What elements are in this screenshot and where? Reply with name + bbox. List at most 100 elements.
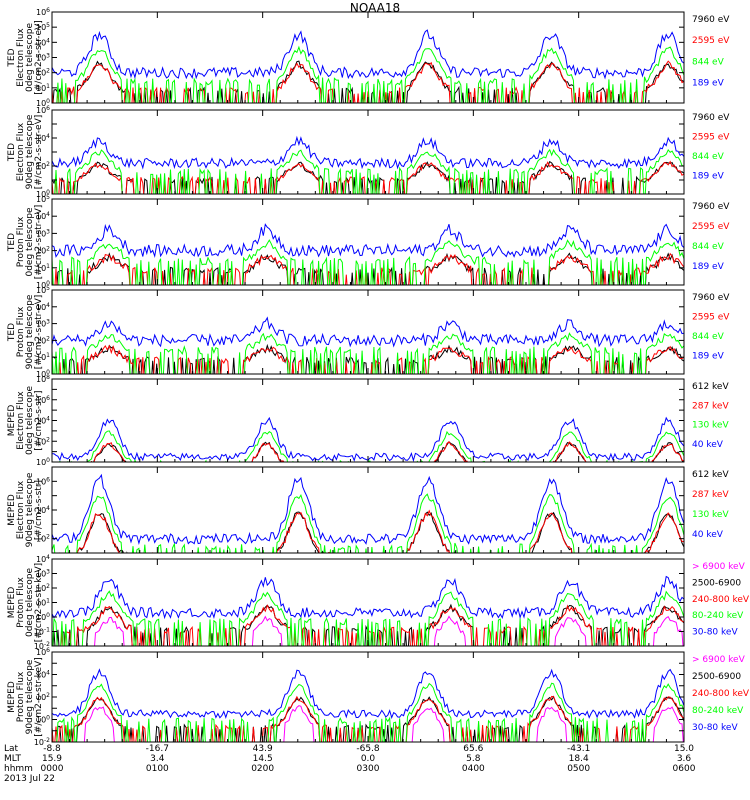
bottom-row-value: 65.6 bbox=[463, 744, 483, 754]
y-axis-label-line: [#/cm2-s-str-eV] bbox=[34, 20, 44, 95]
panel-6: 102104106MEPED Electron Flux 90deg telesco… bbox=[7, 467, 729, 567]
legend-entry: 189 eV bbox=[692, 172, 725, 182]
bottom-row-value: -43.1 bbox=[567, 744, 590, 754]
y-axis-label-line: [#/cm2-s-str] bbox=[34, 390, 44, 450]
bottom-row-value: 0.0 bbox=[361, 754, 376, 764]
y-tick-exponent: 3 bbox=[46, 228, 50, 235]
legend-entry: 844 eV bbox=[692, 152, 725, 162]
bottom-row-value: 0200 bbox=[251, 764, 274, 774]
y-tick-exponent: 5 bbox=[46, 194, 50, 201]
bottom-row-value: 5.8 bbox=[466, 754, 481, 764]
series-line-189-ev bbox=[52, 318, 684, 346]
y-axis-label-line: [#/cm2-s-str] bbox=[34, 480, 44, 540]
legend-entry: 2595 eV bbox=[692, 133, 730, 143]
y-tick-label: 106 bbox=[36, 105, 50, 115]
bottom-row-value: -65.8 bbox=[356, 744, 380, 754]
legend-entry: 40 keV bbox=[692, 440, 724, 450]
bottom-row-value: 3.6 bbox=[677, 754, 692, 764]
legend-entry: 240-800 keV bbox=[692, 689, 750, 699]
bottom-row-value: -16.7 bbox=[146, 744, 169, 754]
y-tick-exponent: 4 bbox=[46, 211, 50, 218]
series-line-40-kev bbox=[52, 475, 684, 543]
bottom-row-value: 15.0 bbox=[674, 744, 694, 754]
series-line-189-ev bbox=[52, 224, 684, 256]
legend-entry: 612 keV bbox=[692, 470, 729, 480]
bottom-row-label: MLT bbox=[4, 754, 22, 764]
legend-entry: 7960 eV bbox=[692, 113, 730, 123]
y-tick-label: 108 bbox=[36, 374, 50, 384]
bottom-row-label: Lat bbox=[4, 744, 19, 754]
panel-frame bbox=[52, 379, 684, 462]
bottom-row-label: hhmm bbox=[4, 764, 33, 774]
legend-entry: 240-800 keV bbox=[692, 595, 750, 605]
panel-frame bbox=[52, 467, 684, 553]
y-tick-label: 105 bbox=[36, 194, 50, 204]
bottom-row-value: 14.5 bbox=[253, 754, 273, 764]
y-tick-exponent: 2 bbox=[46, 335, 50, 342]
y-tick-exponent: 3 bbox=[46, 569, 50, 576]
series-line-189-ev bbox=[52, 138, 684, 168]
legend-entry: 80-240 keV bbox=[692, 611, 744, 621]
y-tick-exponent: -2 bbox=[44, 737, 50, 744]
series-line-30-80-kev bbox=[52, 670, 684, 718]
y-tick-exponent: 5 bbox=[46, 285, 50, 292]
legend-entry: 30-80 keV bbox=[692, 628, 738, 638]
y-axis-label-line: [#/cm2-s-str-eV] bbox=[34, 295, 44, 370]
y-tick-exponent: 4 bbox=[46, 37, 50, 44]
y-tick-exponent: 2 bbox=[46, 692, 50, 699]
legend-entry: 2595 eV bbox=[692, 36, 730, 46]
y-tick-exponent: 0 bbox=[46, 457, 50, 464]
legend-entry: 189 eV bbox=[692, 262, 725, 272]
bottom-row-value: 3.4 bbox=[150, 754, 165, 764]
bottom-row-value: 0000 bbox=[41, 764, 64, 774]
y-axis-label-line: [#/cm2-s-str-keV] bbox=[34, 563, 44, 642]
bottom-row-value: -8.8 bbox=[43, 744, 61, 754]
y-tick-exponent: 2 bbox=[46, 68, 50, 75]
bottom-row-value: 18.4 bbox=[569, 754, 589, 764]
y-tick-exponent: 6 bbox=[46, 395, 50, 402]
legend-entry: 287 keV bbox=[692, 490, 729, 500]
y-tick-exponent: 6 bbox=[46, 647, 50, 654]
legend-entry: 844 eV bbox=[692, 57, 725, 67]
bottom-row-value: 0400 bbox=[462, 764, 485, 774]
bottom-row-value: 0500 bbox=[567, 764, 590, 774]
y-tick-exponent: 4 bbox=[46, 670, 50, 677]
y-tick-exponent: 4 bbox=[46, 554, 50, 561]
legend-entry: 287 keV bbox=[692, 401, 729, 411]
y-tick-exponent: 2 bbox=[46, 534, 50, 541]
bottom-row-value: 43.9 bbox=[253, 744, 273, 754]
y-tick-exponent: 1 bbox=[46, 263, 50, 270]
legend-entry: 40 keV bbox=[692, 530, 724, 540]
legend-entry: 2500-6900 bbox=[692, 578, 741, 588]
panel-1: 100101102103104105106TED Electron Flux 0de… bbox=[7, 7, 730, 118]
y-tick-exponent: -1 bbox=[44, 627, 50, 634]
y-tick-exponent: 1 bbox=[46, 598, 50, 605]
series-line-189-ev bbox=[52, 30, 684, 78]
y-tick-exponent: 2 bbox=[46, 246, 50, 253]
legend-entry: 2595 eV bbox=[692, 313, 730, 323]
legend-entry: 844 eV bbox=[692, 332, 725, 342]
y-tick-exponent: 1 bbox=[46, 83, 50, 90]
y-tick-exponent: 8 bbox=[46, 374, 50, 381]
legend-entry: 189 eV bbox=[692, 352, 725, 362]
panel-series-group bbox=[52, 138, 684, 208]
series-line-844-ev bbox=[52, 47, 684, 118]
y-tick-exponent: 3 bbox=[46, 319, 50, 326]
y-axis-label-line: [#/cm2-s-str-eV] bbox=[34, 205, 44, 280]
y-tick-exponent: 2 bbox=[46, 436, 50, 443]
y-tick-label: 100 bbox=[36, 457, 50, 467]
y-tick-label: 106 bbox=[36, 7, 50, 17]
y-tick-exponent: 6 bbox=[46, 105, 50, 112]
y-tick-label: 104 bbox=[36, 554, 50, 564]
legend-entry: 2500-6900 bbox=[692, 672, 741, 682]
series-line-130-kev bbox=[52, 494, 684, 567]
legend-entry: > 6900 keV bbox=[692, 655, 746, 665]
panel-series-group bbox=[52, 30, 684, 118]
y-axis-label-line: [#/cm2-s-str-eV] bbox=[34, 115, 44, 190]
legend-entry: 2595 eV bbox=[692, 222, 730, 232]
legend-entry: 612 keV bbox=[692, 382, 729, 392]
legend-entry: 7960 eV bbox=[692, 202, 730, 212]
